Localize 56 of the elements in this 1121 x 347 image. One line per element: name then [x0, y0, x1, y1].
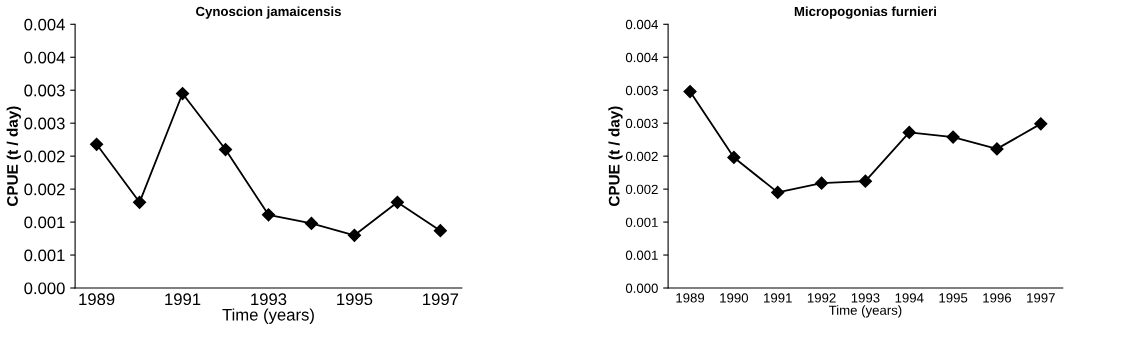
y-tick-label: 0.000: [625, 283, 658, 293]
x-tick-label: 1991: [764, 293, 792, 303]
point: [347, 228, 362, 242]
point: [175, 86, 190, 101]
y-tick-label: 0.002: [625, 151, 658, 162]
y-tick-label: 0.002: [24, 183, 65, 196]
x-tick-label: 1995: [939, 293, 968, 303]
point: [858, 174, 873, 188]
y-tick-label: 0.002: [625, 184, 658, 195]
y-tick-label: 0.004: [24, 18, 65, 31]
x-tick-label: 1993: [251, 293, 287, 306]
y-tick-label: 0.004: [625, 52, 659, 63]
y-tick-label: 0.003: [24, 117, 65, 130]
chart-title: Micropogonias furnieri: [794, 6, 936, 19]
point: [433, 224, 447, 238]
y-axis-title: CPUE (t / day): [608, 106, 623, 207]
x-tick-label: 1990: [720, 293, 749, 303]
point: [727, 150, 741, 165]
point: [390, 195, 404, 209]
point: [771, 185, 785, 199]
point: [814, 176, 829, 190]
y-tick-label: 0.001: [24, 216, 65, 229]
x-axis-title: Time (years): [828, 305, 902, 318]
point: [683, 84, 697, 99]
x-axis-title: Time (years): [222, 308, 314, 324]
x-tick-label: 1995: [337, 293, 373, 306]
chart-title: Cynoscion jamaicensis: [196, 6, 341, 19]
point: [902, 125, 916, 140]
y-tick-label: 0.001: [625, 217, 658, 227]
y-tick-label: 0.004: [625, 19, 659, 30]
x-tick-label: 1993: [851, 293, 880, 303]
x-tick-label: 1991: [165, 293, 201, 306]
y-tick-label: 0.003: [625, 85, 658, 96]
point: [261, 208, 276, 222]
y-tick-label: 0.001: [24, 249, 65, 262]
point: [132, 195, 147, 209]
y-tick-label: 0.001: [625, 250, 658, 260]
x-tick-label: 1992: [807, 293, 836, 303]
x-tick-label: 1989: [79, 293, 115, 306]
point: [946, 130, 960, 144]
y-tick-label: 0.003: [625, 118, 658, 129]
y-tick-label: 0.000: [24, 282, 65, 295]
y-axis-title: CPUE (t / day): [6, 106, 21, 207]
x-tick-label: 1989: [676, 293, 705, 303]
point: [90, 137, 104, 151]
y-tick-label: 0.003: [24, 84, 65, 97]
point: [218, 142, 233, 157]
point: [990, 142, 1004, 156]
x-tick-label: 1996: [983, 293, 1012, 303]
x-tick-label: 1997: [1027, 293, 1055, 303]
point: [1034, 117, 1048, 131]
y-tick-label: 0.004: [24, 51, 65, 64]
point: [304, 216, 319, 230]
x-tick-label: 1994: [895, 293, 924, 303]
x-tick-label: 1997: [423, 293, 459, 306]
y-tick-label: 0.002: [24, 150, 65, 163]
